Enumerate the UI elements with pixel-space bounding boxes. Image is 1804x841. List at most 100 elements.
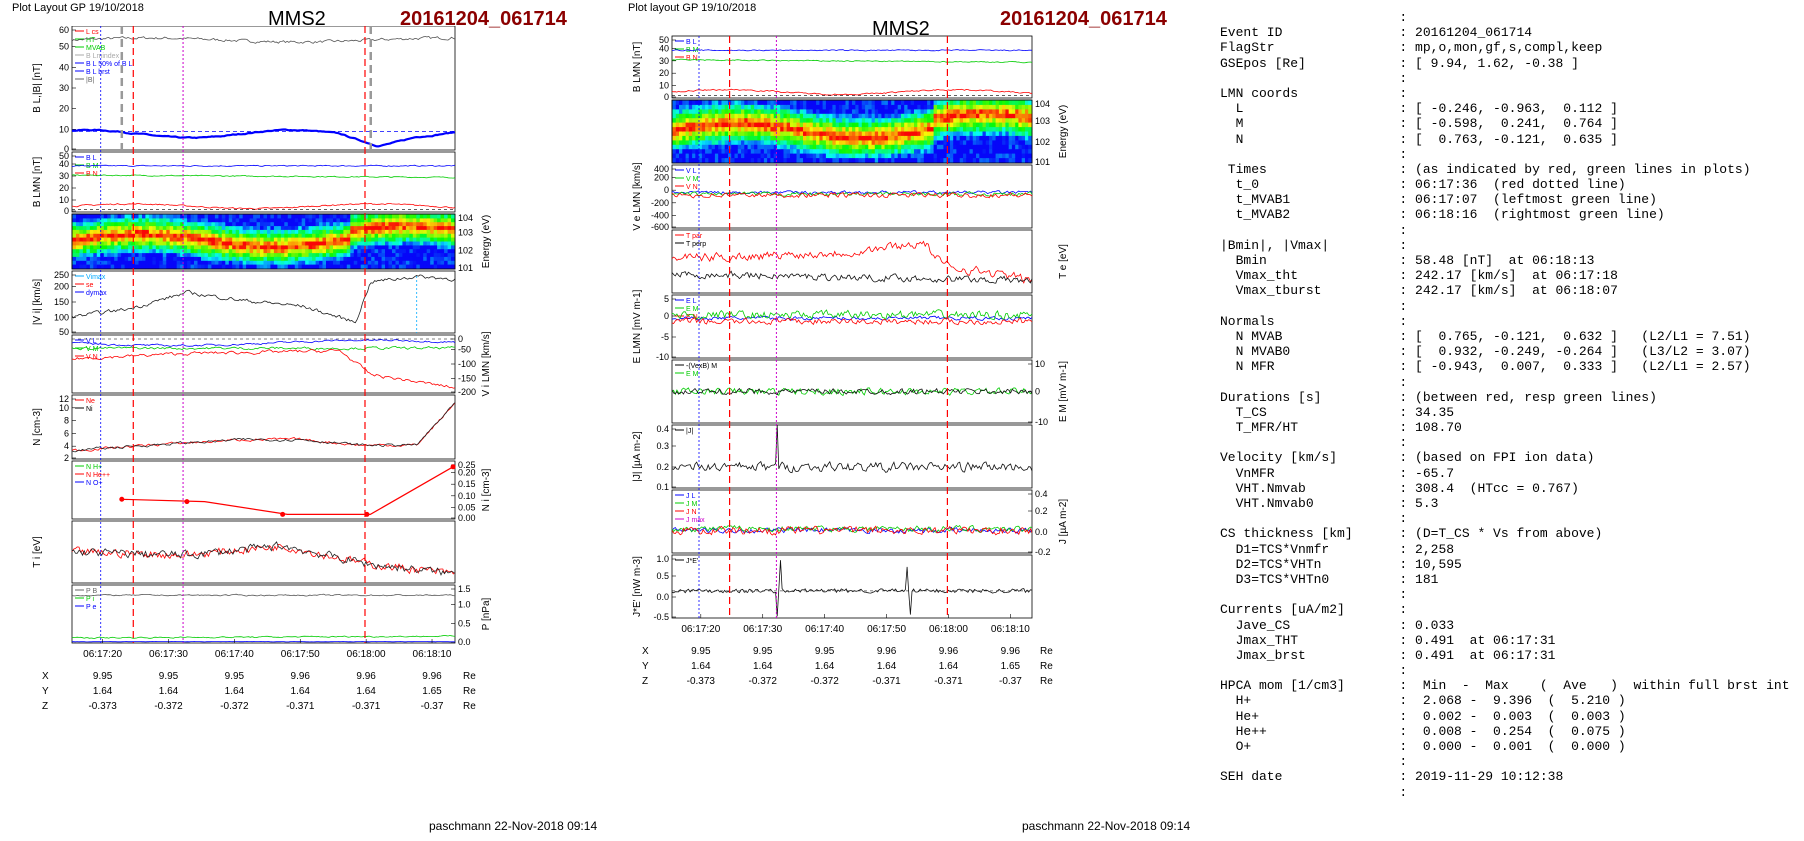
spectrogram-cell bbox=[135, 253, 140, 258]
spectrogram-cell bbox=[405, 241, 410, 246]
y-tick-label: 0.15 bbox=[458, 479, 476, 489]
spectrogram-cell bbox=[214, 237, 219, 243]
spectrogram-cell bbox=[760, 144, 765, 150]
spectrogram-cell bbox=[79, 233, 84, 239]
spectrogram-cell bbox=[819, 104, 824, 110]
spectrogram-cell bbox=[291, 260, 296, 266]
spectrogram-cell bbox=[388, 233, 393, 239]
spectrogram-cell bbox=[447, 214, 452, 219]
spectrogram-cell bbox=[284, 249, 289, 254]
spectrogram-cell bbox=[284, 260, 289, 266]
spectrogram-cell bbox=[239, 253, 244, 258]
spectrogram-cell bbox=[228, 241, 233, 246]
summary-key: N MVAB0 : bbox=[1220, 344, 1416, 360]
spectrogram-cell bbox=[228, 260, 233, 266]
spectrogram-cell bbox=[187, 256, 192, 262]
spectrogram-cell bbox=[881, 153, 886, 159]
y-tick-label: 50 bbox=[59, 151, 69, 161]
spectrogram-cell bbox=[76, 245, 81, 250]
position-value: 9.96 bbox=[1001, 646, 1021, 657]
spectrogram-cell bbox=[672, 113, 677, 119]
spectrogram-cell bbox=[346, 249, 351, 254]
spectrogram-cell bbox=[291, 249, 296, 254]
spectrogram-cell bbox=[790, 140, 794, 146]
spectrogram-cell bbox=[142, 253, 147, 258]
spectrogram-cell bbox=[845, 109, 850, 115]
spectrogram-cell bbox=[914, 113, 918, 119]
spectrogram-cell bbox=[350, 237, 355, 243]
position-value: -0.37 bbox=[999, 676, 1022, 687]
spectrogram-cell bbox=[894, 135, 899, 141]
spectrogram-cell bbox=[741, 153, 745, 159]
spectrogram-cell bbox=[832, 144, 837, 150]
spectrogram-cell bbox=[897, 144, 902, 150]
spectrogram-cell bbox=[985, 113, 990, 119]
spectrogram-cell bbox=[294, 245, 299, 250]
spectrogram-cell bbox=[881, 109, 886, 115]
summary-separator: : bbox=[1220, 70, 1408, 86]
spectrogram-cell bbox=[117, 253, 122, 258]
spectrogram-cell bbox=[711, 100, 716, 106]
spectrogram-cell bbox=[946, 140, 951, 146]
spectrogram-cell bbox=[989, 109, 993, 115]
spectrogram-cell bbox=[107, 233, 112, 239]
spectrogram-cell bbox=[770, 104, 775, 110]
spectrogram-cell bbox=[392, 264, 397, 270]
spectrogram-cell bbox=[998, 100, 1003, 106]
spectrogram-cell bbox=[190, 233, 195, 239]
spectrogram-cell bbox=[426, 229, 431, 235]
spectrogram-cell bbox=[155, 260, 160, 266]
spectrogram-cell bbox=[848, 118, 853, 124]
spectrogram-cell bbox=[339, 226, 344, 231]
spectrogram-cell bbox=[985, 127, 990, 133]
y-tick-label: -400 bbox=[651, 210, 669, 220]
spectrogram-cell bbox=[852, 109, 856, 115]
spectrogram-cell bbox=[270, 226, 275, 231]
summary-key: Jmax_THT : bbox=[1220, 632, 1416, 648]
spectrogram-cell bbox=[989, 131, 993, 137]
spectrogram-cell bbox=[270, 260, 275, 266]
summary-key: VHT.Nmvab0 : bbox=[1220, 496, 1416, 511]
spectrogram-cell bbox=[1028, 144, 1033, 150]
spectrogram-cell bbox=[675, 109, 680, 115]
spectrogram-cell bbox=[855, 144, 860, 150]
spectrogram-cell bbox=[946, 158, 951, 164]
spectrogram-cell bbox=[131, 241, 136, 246]
spectrogram-cell bbox=[159, 226, 164, 231]
spectrogram-cell bbox=[1011, 158, 1016, 164]
spectrogram-cell bbox=[367, 249, 372, 254]
spectrogram-cell bbox=[825, 153, 830, 159]
spectrogram-cell bbox=[780, 118, 785, 124]
spectrogram-cell bbox=[767, 113, 771, 119]
spectrogram-cell bbox=[904, 135, 909, 141]
spectrogram-cell bbox=[194, 245, 199, 250]
spectrogram-cell bbox=[998, 135, 1003, 141]
spectrogram-cell bbox=[423, 260, 428, 266]
spectrogram-cell bbox=[273, 241, 278, 246]
spectrogram-cell bbox=[796, 149, 801, 155]
spectrogram-cell bbox=[451, 241, 456, 246]
spectrogram-cell bbox=[343, 229, 348, 235]
spectrogram-cell bbox=[246, 256, 251, 262]
spectrogram-cell bbox=[155, 253, 160, 258]
summary-row: Bmin : 58.48 [nT] at 06:18:13 bbox=[1220, 253, 1800, 268]
spectrogram-cell bbox=[692, 149, 696, 155]
spectrogram-cell bbox=[284, 253, 289, 258]
spectrogram-cell bbox=[374, 249, 379, 254]
spectrogram-cell bbox=[86, 222, 91, 227]
spectrogram-cell bbox=[374, 241, 379, 246]
spectrogram-cell bbox=[946, 113, 951, 119]
spectrogram-cell bbox=[979, 122, 984, 128]
spectrogram-cell bbox=[176, 260, 181, 266]
spectrogram-cell bbox=[767, 144, 771, 150]
spectrogram-cell bbox=[878, 135, 882, 141]
spectrogram-cell bbox=[819, 131, 824, 137]
summary-key: CS thickness [km] : bbox=[1220, 526, 1416, 542]
spectrogram-cell bbox=[263, 222, 268, 227]
summary-value: (based on FPI ion data) bbox=[1415, 450, 1595, 466]
spectrogram-cell bbox=[776, 113, 781, 119]
spectrogram-cell bbox=[294, 237, 299, 243]
spectrogram-cell bbox=[114, 229, 119, 235]
spectrogram-cell bbox=[322, 256, 327, 262]
spectrogram-cell bbox=[1015, 109, 1020, 115]
